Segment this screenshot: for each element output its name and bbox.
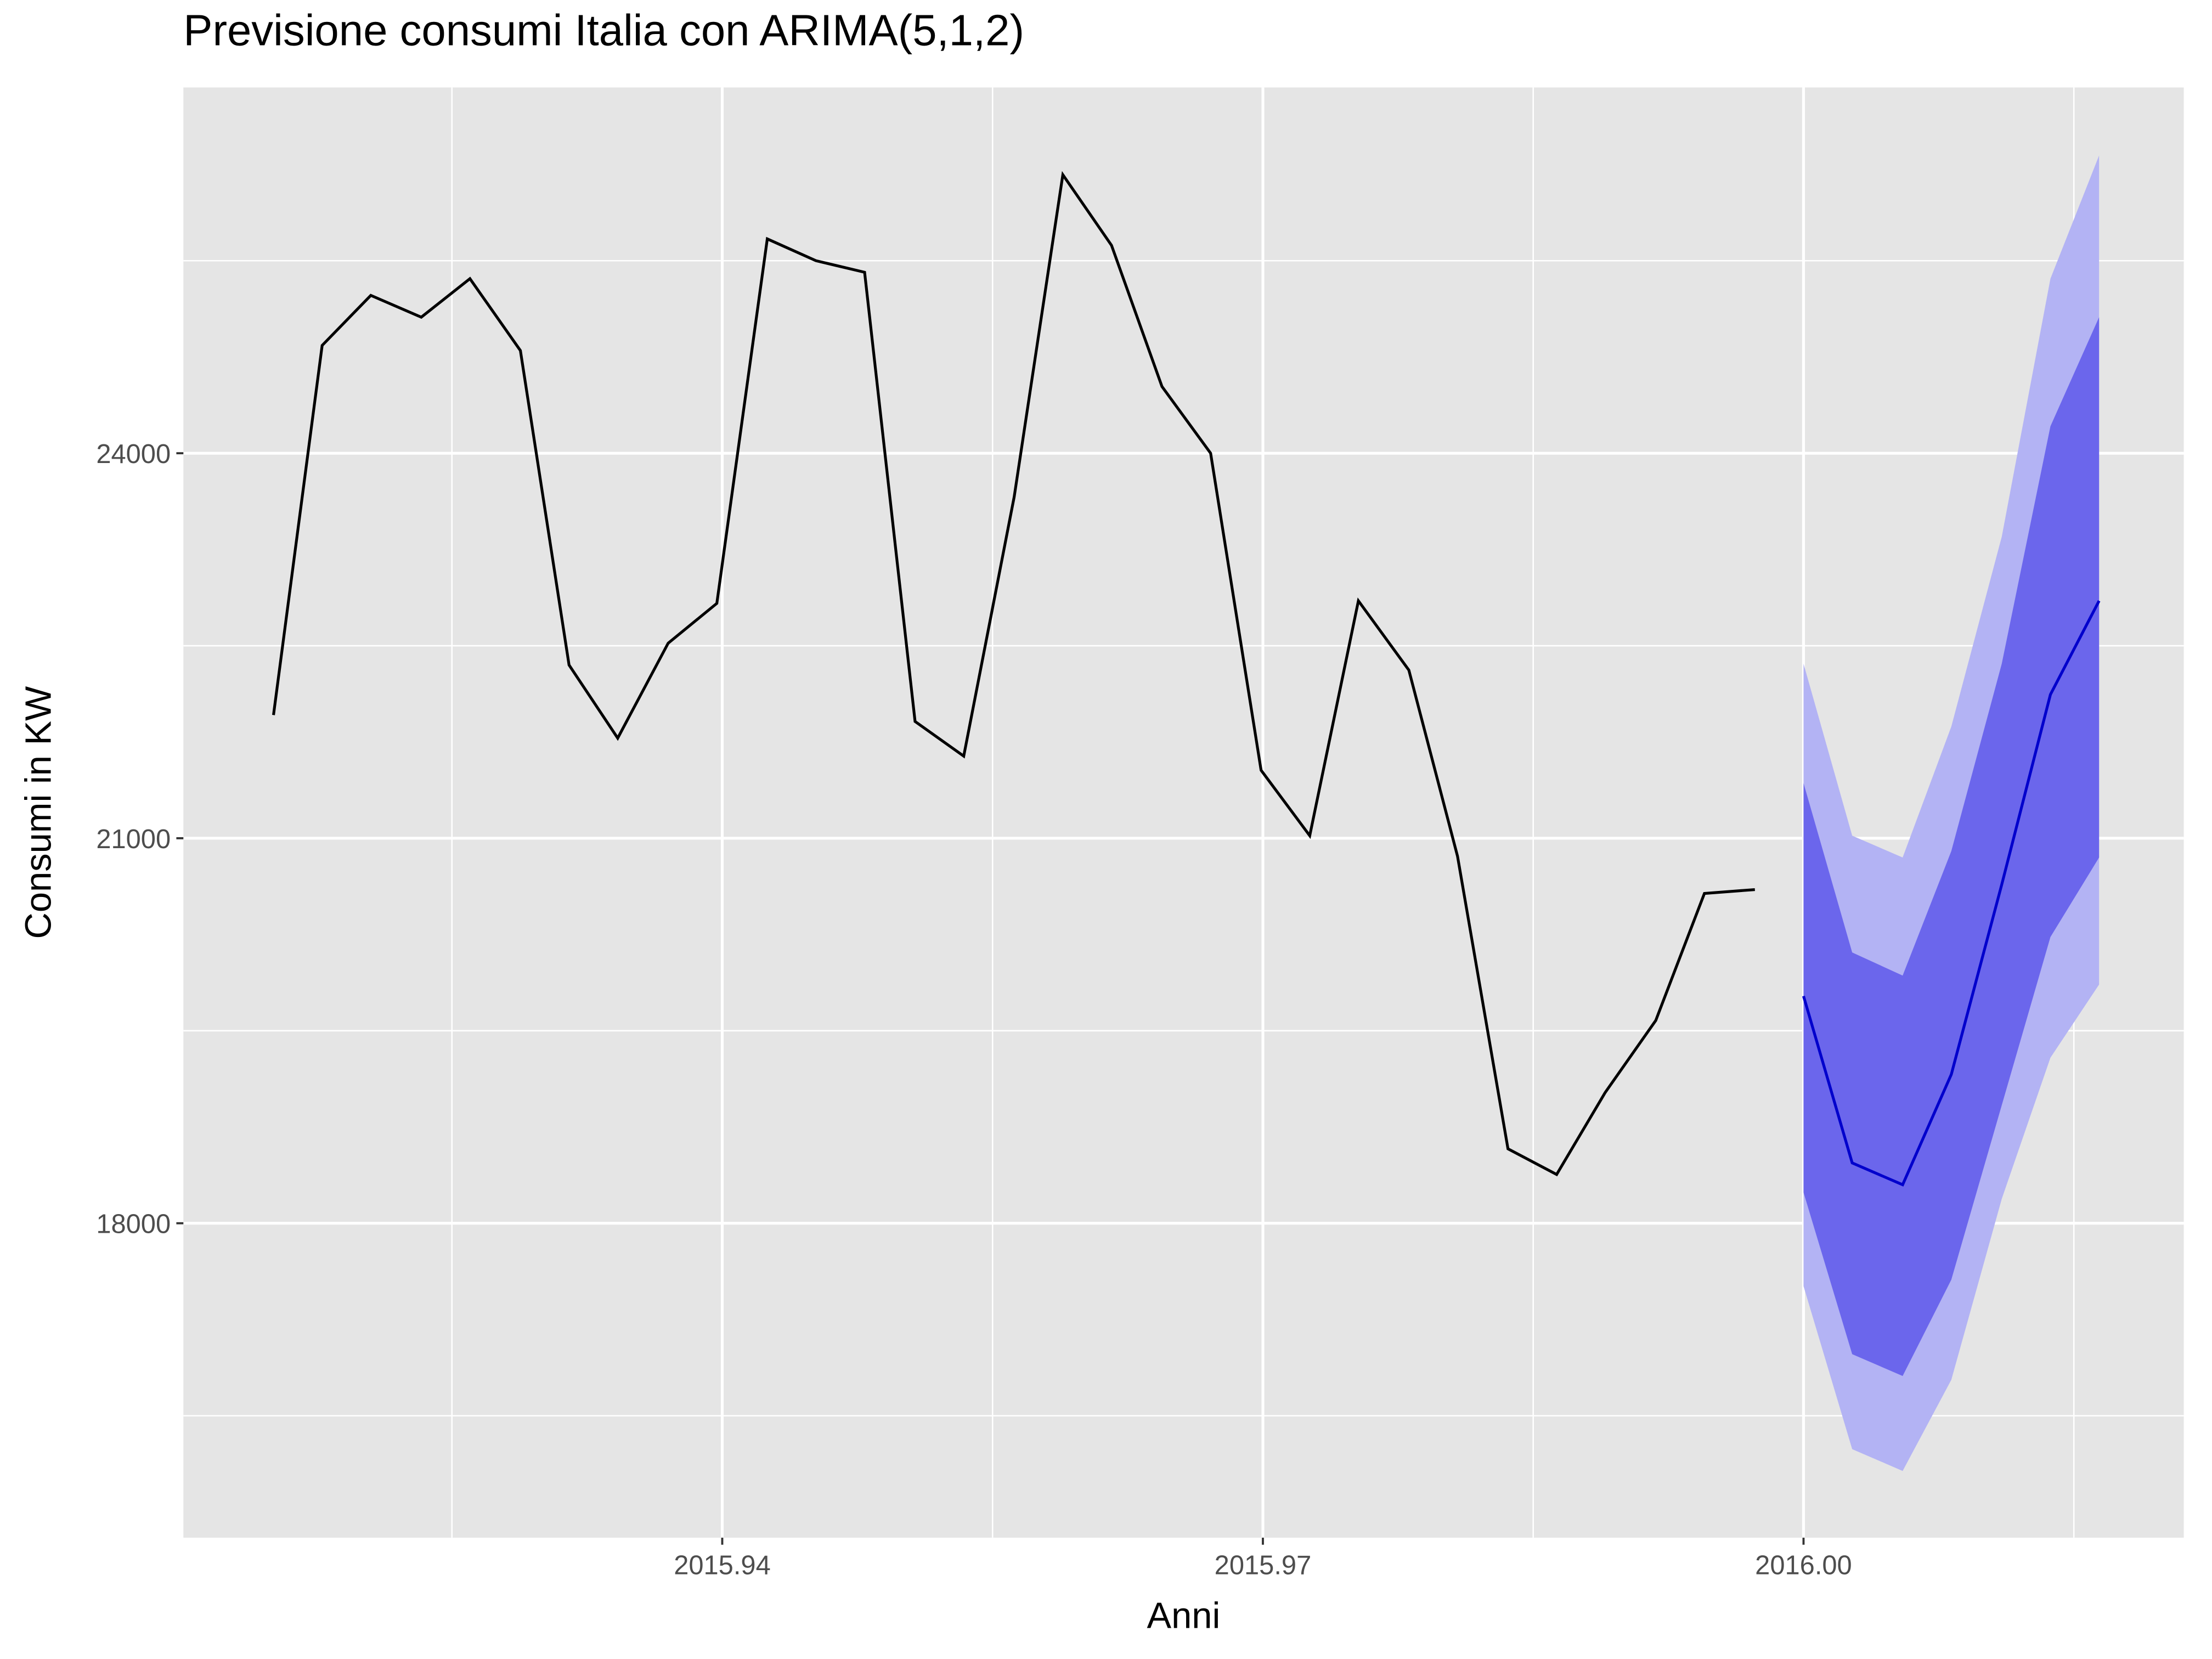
forecast-line xyxy=(1802,600,2101,1187)
x-axis-title: Anni xyxy=(1147,1595,1221,1636)
forecast-band xyxy=(1803,317,2100,1376)
x-tick-label: 2015.94 xyxy=(674,1551,771,1581)
y-tick-label: 24000 xyxy=(96,439,171,469)
x-tick-label: 2015.97 xyxy=(1215,1551,1312,1581)
y-tick-label: 18000 xyxy=(96,1210,171,1239)
x-tick-label: 2016.00 xyxy=(1755,1551,1852,1581)
history-line xyxy=(272,171,1755,1177)
y-tick-label: 21000 xyxy=(96,825,171,854)
y-axis-title: Consumi in KW xyxy=(18,686,59,939)
chart-title: Previsione consumi Italia con ARIMA(5,1,… xyxy=(183,5,1024,54)
